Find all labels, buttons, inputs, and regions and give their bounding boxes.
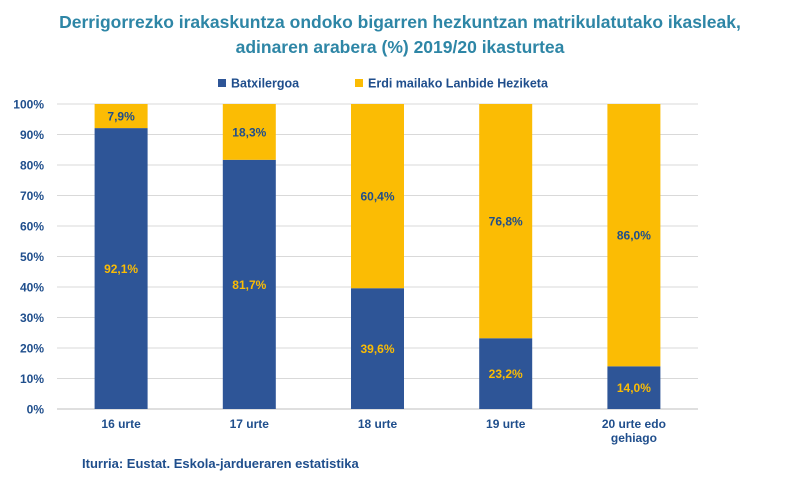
legend-swatch: [218, 79, 226, 87]
bar-segment: [479, 338, 533, 409]
legend-label: Erdi mailako Lanbide Heziketa: [368, 77, 549, 91]
bar-segment: [351, 288, 404, 409]
y-tick-label: 20%: [20, 342, 44, 356]
data-label: 81,7%: [232, 278, 266, 292]
data-label: 60,4%: [360, 190, 394, 204]
data-label: 92,1%: [104, 262, 138, 276]
x-tick-label: 20 urte edo gehiago: [602, 417, 666, 445]
bar-segment: [351, 104, 404, 289]
y-tick-label: 30%: [20, 311, 44, 325]
bar-segment: [222, 159, 276, 409]
legend-swatch: [355, 79, 363, 87]
bar-segment: [94, 104, 148, 129]
x-tick-label-line: gehiago: [611, 431, 657, 445]
x-tick-label: 16 urte: [101, 417, 141, 431]
chart-title-line-2: adinaren arabera (%) 2019/20 ikasturtea: [235, 37, 565, 57]
bar-segment: [222, 104, 276, 160]
y-tick-label: 0%: [27, 403, 45, 417]
y-tick-label: 10%: [20, 372, 44, 386]
x-tick-label: 17 urte: [230, 417, 270, 431]
bar-segment: [479, 104, 533, 339]
data-label: 14,0%: [617, 381, 651, 395]
bar-segment: [94, 128, 148, 409]
y-tick-label: 60%: [20, 220, 44, 234]
x-tick-label: 18 urte: [358, 417, 398, 431]
data-label: 76,8%: [489, 215, 523, 229]
chart-title: Derrigorrezko irakaskuntza ondoko bigarr…: [0, 10, 800, 60]
y-tick-label: 50%: [20, 250, 44, 264]
legend-label: Batxilergoa: [231, 77, 300, 91]
y-tick-label: 90%: [20, 128, 44, 142]
x-tick-label-line: 18 urte: [358, 417, 398, 431]
bar-segment: [607, 366, 661, 409]
y-tick-label: 100%: [13, 98, 44, 112]
data-label: 86,0%: [617, 229, 651, 243]
source-note: Iturria: Eustat. Eskola-jardueraren esta…: [82, 456, 359, 471]
x-tick-label-line: 16 urte: [101, 417, 141, 431]
data-label: 7,9%: [107, 110, 135, 124]
x-tick-label-line: 19 urte: [486, 417, 526, 431]
y-tick-label: 70%: [20, 189, 44, 203]
bar-segment: [607, 104, 661, 367]
data-label: 23,2%: [489, 367, 523, 381]
y-tick-label: 80%: [20, 159, 44, 173]
data-label: 39,6%: [360, 342, 394, 356]
y-tick-label: 40%: [20, 281, 44, 295]
x-tick-label-line: 17 urte: [230, 417, 270, 431]
x-tick-label-line: 20 urte edo: [602, 417, 666, 431]
chart-title-line-1: Derrigorrezko irakaskuntza ondoko bigarr…: [59, 12, 741, 32]
x-tick-label: 19 urte: [486, 417, 526, 431]
data-label: 18,3%: [232, 125, 266, 139]
